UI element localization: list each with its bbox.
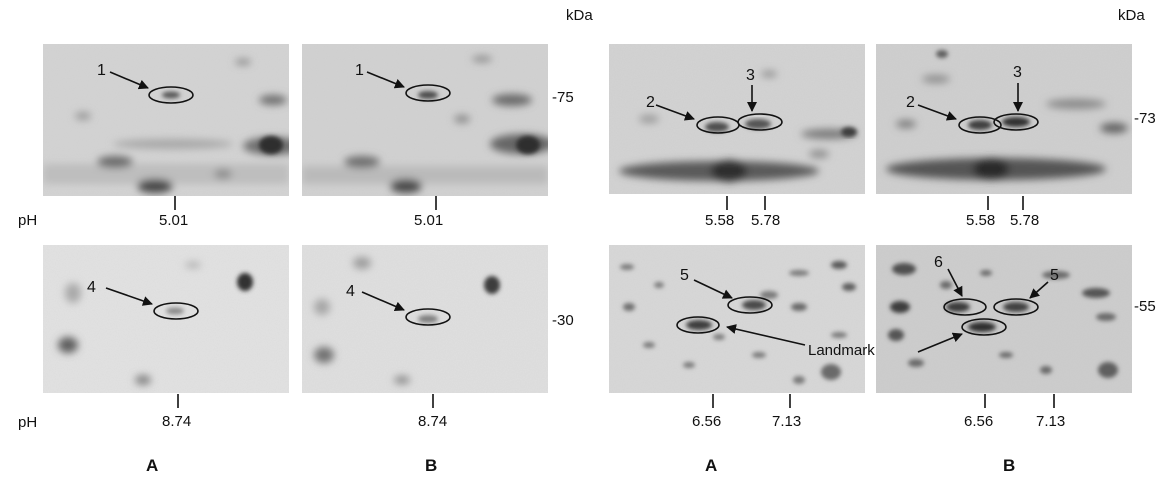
spot-label: 2	[646, 94, 655, 111]
ph-value: 5.78	[751, 212, 781, 229]
ph-value: 5.01	[414, 212, 444, 229]
ph-value: 6.56	[692, 413, 722, 430]
gel-panel-6	[302, 245, 548, 393]
ph-value: 8.74	[418, 413, 448, 430]
ph-value: 7.13	[1036, 413, 1066, 430]
kda-label-left: kDa	[566, 7, 593, 24]
spot-label: 3	[1013, 64, 1022, 81]
mw-marker-left-bottom: -30	[552, 312, 574, 329]
gel-panel-3	[609, 44, 865, 194]
gel-panel-1	[43, 44, 289, 196]
landmark-label: Landmark	[808, 342, 875, 359]
column-label-a: A	[705, 456, 718, 475]
mw-marker-right-top: -73	[1134, 110, 1156, 127]
spot-label: 1	[355, 62, 364, 79]
column-label-a: A	[146, 456, 159, 475]
ph-value: 5.58	[705, 212, 735, 229]
ph-value: 5.01	[159, 212, 189, 229]
spot-label: 6	[934, 254, 943, 271]
column-label-b: B	[425, 456, 438, 475]
ph-axis-label-top: pH	[18, 212, 38, 229]
ph-value: 8.74	[162, 413, 192, 430]
gel-panel-8	[876, 245, 1132, 393]
spot-label: 5	[680, 267, 689, 284]
spot-label: 4	[346, 283, 355, 300]
gel-panel-5	[43, 245, 289, 393]
mw-marker-right-bottom: -55	[1134, 298, 1156, 315]
gel-panel-7	[609, 245, 865, 393]
spot-label: 1	[97, 62, 106, 79]
spot-label: 3	[746, 67, 755, 84]
ph-value: 7.13	[772, 413, 802, 430]
ph-value: 6.56	[964, 413, 994, 430]
gel-panel-2	[302, 44, 548, 196]
spot-label: 2	[906, 94, 915, 111]
ph-value: 5.78	[1010, 212, 1040, 229]
ph-axis-label-bottom: pH	[18, 414, 38, 431]
gel-panel-4	[876, 44, 1132, 194]
kda-label-right: kDa	[1118, 7, 1145, 24]
column-label-b: B	[1003, 456, 1016, 475]
spot-label: 5	[1050, 267, 1059, 284]
ph-value: 5.58	[966, 212, 996, 229]
mw-marker-left-top: -75	[552, 89, 574, 106]
spot-label: 4	[87, 279, 96, 296]
